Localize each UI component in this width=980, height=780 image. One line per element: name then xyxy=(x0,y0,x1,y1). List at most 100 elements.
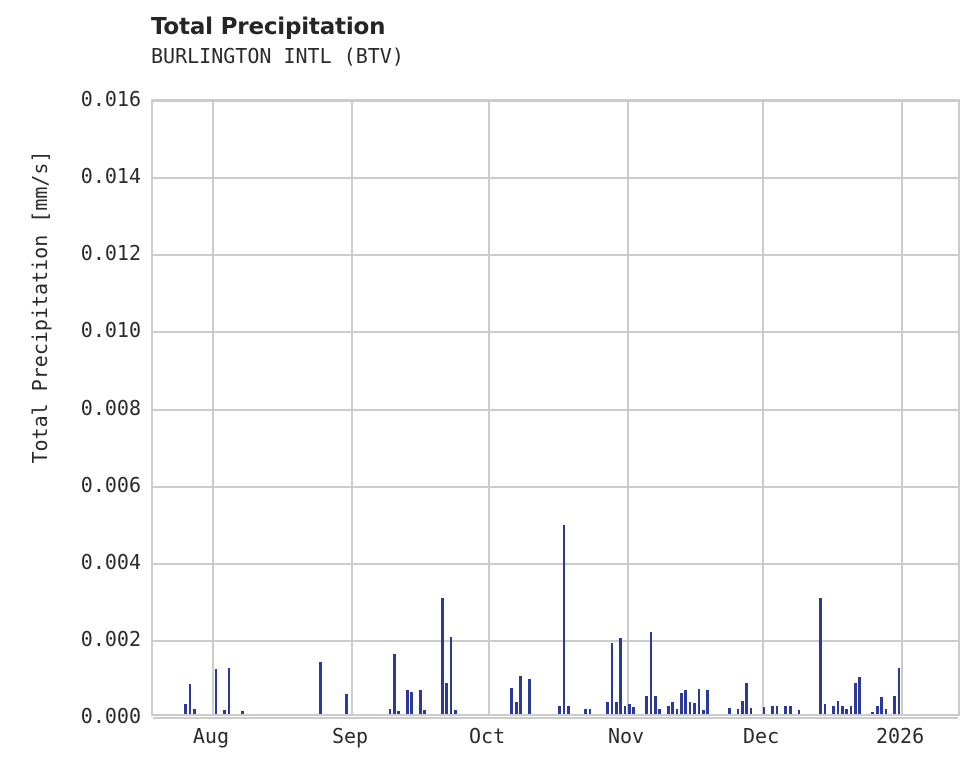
bar xyxy=(449,636,453,714)
x-axis-ticks: Aug Sep Oct Nov Dec 2026 xyxy=(151,724,960,764)
gridline-vertical xyxy=(351,101,353,714)
bar xyxy=(645,695,648,714)
bar xyxy=(741,700,744,714)
bar xyxy=(214,668,218,714)
bar xyxy=(680,692,683,714)
gridline-vertical xyxy=(211,101,214,714)
x-tick-label: 2026 xyxy=(875,724,925,748)
bar xyxy=(440,598,444,714)
bar xyxy=(623,705,627,714)
bar xyxy=(771,706,775,714)
bar xyxy=(788,706,792,714)
bar xyxy=(240,710,244,714)
bar xyxy=(841,706,844,714)
bar xyxy=(514,702,518,714)
page-title: Total Precipitation xyxy=(151,14,386,40)
gridline-vertical xyxy=(627,101,630,714)
gridline-vertical xyxy=(488,101,491,714)
bar xyxy=(893,695,896,714)
y-tick-label: 0.002 xyxy=(80,626,141,651)
bar xyxy=(184,704,187,714)
plot-area xyxy=(151,99,960,719)
bar xyxy=(584,709,588,714)
bar xyxy=(223,710,227,714)
bar xyxy=(762,707,766,714)
bar xyxy=(875,706,879,714)
bar xyxy=(188,683,192,714)
bar xyxy=(562,525,566,714)
x-tick-label: Nov xyxy=(607,724,645,748)
bar xyxy=(345,693,348,714)
x-tick-label: Aug xyxy=(192,724,229,748)
bar xyxy=(775,705,779,714)
gridline-horizontal xyxy=(153,562,958,565)
bar xyxy=(684,690,688,714)
bar xyxy=(784,706,788,714)
gridline-vertical xyxy=(762,101,765,714)
y-tick-label: 0.014 xyxy=(80,164,141,189)
bar xyxy=(658,709,662,714)
bar xyxy=(745,683,749,714)
gridline-vertical xyxy=(901,101,904,714)
bar xyxy=(675,709,679,714)
bar xyxy=(697,688,701,714)
bar xyxy=(419,690,422,714)
bar xyxy=(854,683,857,714)
bar xyxy=(388,708,392,714)
y-tick-label: 0.004 xyxy=(80,549,141,574)
bar xyxy=(858,677,862,714)
bar xyxy=(880,696,883,714)
gridline-horizontal xyxy=(153,100,958,102)
bar xyxy=(606,701,609,714)
bar xyxy=(227,667,231,714)
y-tick-label: 0.006 xyxy=(80,472,141,497)
bar xyxy=(610,642,614,714)
bar xyxy=(701,710,705,714)
bar xyxy=(654,695,657,714)
bar xyxy=(688,701,692,714)
y-tick-label: 0.008 xyxy=(80,395,141,420)
bar xyxy=(445,683,448,714)
bar-series xyxy=(153,101,958,714)
bar xyxy=(397,710,401,714)
bar xyxy=(406,690,409,714)
bar xyxy=(423,710,427,714)
bar xyxy=(819,598,822,714)
y-tick-label: 0.016 xyxy=(80,87,141,111)
gridline-horizontal xyxy=(153,485,958,488)
bar xyxy=(519,676,522,714)
bar xyxy=(823,704,827,714)
bar xyxy=(836,700,840,714)
bar xyxy=(627,704,631,714)
x-tick-label: Sep xyxy=(331,724,369,748)
bar xyxy=(884,709,888,714)
bar xyxy=(567,706,570,714)
bar xyxy=(588,709,592,714)
bar xyxy=(706,690,709,714)
bar xyxy=(527,679,531,714)
bar xyxy=(393,654,396,714)
y-tick-label: 0.000 xyxy=(80,704,141,728)
bar xyxy=(649,632,653,714)
title-block: Total Precipitation BURLINGTON INTL (BTV… xyxy=(151,14,851,69)
bar xyxy=(897,667,901,714)
bar xyxy=(849,705,853,714)
y-tick-label: 0.010 xyxy=(80,318,141,343)
bar xyxy=(410,691,414,714)
gridline-horizontal xyxy=(153,639,958,642)
chart-subtitle: BURLINGTON INTL (BTV) xyxy=(151,44,404,68)
bar xyxy=(614,702,618,714)
bar xyxy=(832,705,836,714)
gridline-horizontal xyxy=(153,254,958,257)
bar xyxy=(453,710,457,714)
gridline-horizontal xyxy=(153,408,958,411)
bar xyxy=(727,708,731,714)
bar xyxy=(619,637,622,714)
bar xyxy=(693,703,696,714)
x-tick-label: Dec xyxy=(743,724,780,748)
bar xyxy=(510,687,514,714)
bar xyxy=(871,712,875,714)
x-tick-label: Oct xyxy=(468,724,506,748)
bar xyxy=(749,708,753,714)
